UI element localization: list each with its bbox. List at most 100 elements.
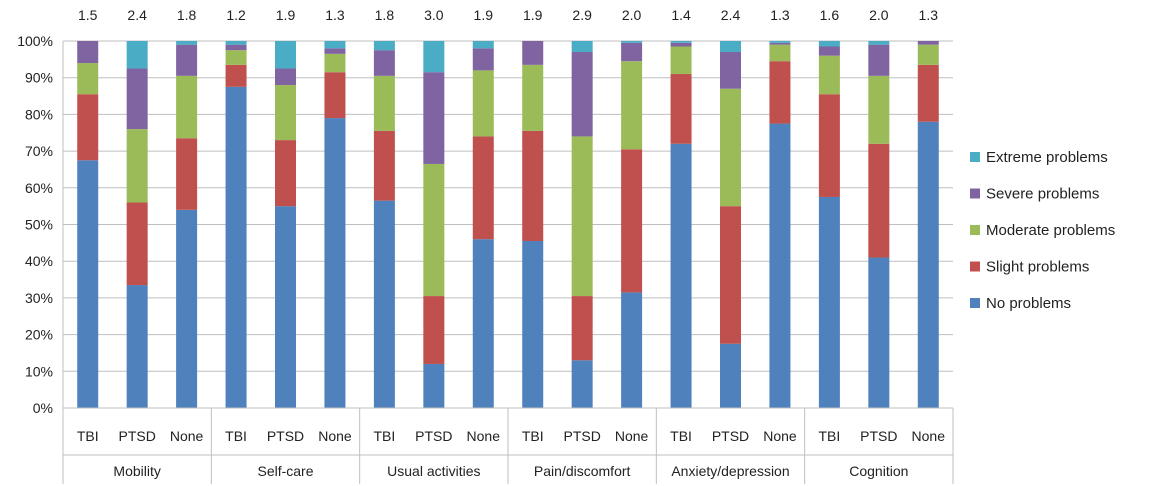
bar-segment (621, 292, 643, 408)
x-subcategory-label: None (763, 428, 797, 444)
bar-segment (621, 41, 643, 43)
bar-segment (275, 41, 296, 69)
bar-segment (225, 86, 247, 408)
bar-segment (225, 64, 247, 87)
bar-segment (522, 130, 544, 242)
legend-swatch (970, 152, 980, 162)
x-group-label: Cognition (849, 463, 908, 479)
y-axis: 0% 10% 20% 30% 40% 50% 60% 70% 80% 90% 100% (17, 33, 64, 416)
bar-segment (818, 196, 840, 408)
bar-segment (423, 72, 445, 164)
bar-segment (917, 64, 939, 122)
bar-segment (275, 68, 296, 86)
top-value-label: 1.3 (325, 7, 345, 23)
bar-segment (472, 239, 494, 408)
bar-segment (818, 94, 840, 197)
x-group-label: Pain/discomfort (534, 463, 631, 479)
bar-segment (225, 50, 247, 65)
y-tick-label: 80% (25, 106, 53, 122)
bar-segment (275, 85, 296, 141)
x-subcategory-label: None (467, 428, 501, 444)
x-subcategory-label: PTSD (415, 428, 452, 444)
bar-segment (176, 138, 198, 210)
bar-segment (868, 75, 890, 144)
bar-segment (373, 200, 395, 408)
bar-segment (670, 143, 692, 408)
bar-segment (423, 363, 445, 408)
x-subcategory-label: TBI (818, 428, 840, 444)
top-value-label: 1.4 (671, 7, 691, 23)
legend-swatch (970, 225, 980, 235)
top-value-label: 3.0 (424, 7, 444, 23)
legend-label: Extreme problems (986, 149, 1108, 166)
x-subcategory-label: TBI (670, 428, 692, 444)
top-value-label: 1.6 (820, 7, 840, 23)
bar-segment (324, 41, 346, 49)
bar-segment (522, 241, 544, 408)
bar-segment (769, 44, 791, 62)
bar-segment (373, 50, 395, 76)
y-tick-label: 20% (25, 327, 53, 343)
bar-segment (77, 94, 99, 161)
bar-segment (868, 257, 890, 408)
bar-segment (126, 41, 148, 69)
x-subcategory-label: PTSD (267, 428, 304, 444)
x-subcategory-label: None (170, 428, 204, 444)
x-subcategory-label: TBI (373, 428, 395, 444)
bar-segment (868, 41, 890, 45)
bar-segment (324, 118, 346, 408)
legend-label: No problems (986, 295, 1071, 312)
bar-segment (670, 41, 692, 43)
bar-segment (225, 44, 247, 51)
bar-segment (769, 42, 791, 45)
legend-label: Moderate problems (986, 222, 1115, 239)
bar-series (77, 41, 939, 409)
top-value-label: 1.8 (177, 7, 197, 23)
bar-segment (621, 61, 643, 150)
x-subcategory-label: None (615, 428, 649, 444)
top-value-label: 2.0 (622, 7, 642, 23)
bar-segment (472, 41, 494, 49)
bar-segment (472, 70, 494, 137)
bar-segment (423, 163, 445, 297)
top-value-labels: 1.5 2.4 1.8 1.2 1.9 1.3 1.8 3.0 1.9 1.9 2.9 2.0 1.4 2… (78, 7, 938, 23)
legend: Extreme problems Severe problems Moderate … (970, 149, 1115, 312)
bar-segment (423, 296, 445, 364)
top-value-label: 1.9 (276, 7, 296, 23)
top-value-label: 1.3 (919, 7, 939, 23)
y-tick-label: 90% (25, 70, 53, 86)
bar-segment (670, 46, 692, 75)
bar-segment (720, 343, 741, 408)
bar-segment (77, 160, 99, 408)
bar-segment (917, 41, 939, 45)
bar-segment (621, 42, 643, 62)
bar-segment (324, 72, 346, 119)
x-axis: TBI PTSD None TBI PTSD None TBI PTSD None TBI PTSD… (62, 407, 954, 484)
bar-segment (176, 41, 198, 45)
top-value-label: 2.4 (721, 7, 741, 23)
bar-segment (670, 42, 692, 47)
top-value-label: 1.9 (474, 7, 494, 23)
x-group-label: Self-care (257, 463, 313, 479)
top-value-label: 1.9 (523, 7, 543, 23)
bar-segment (472, 48, 494, 71)
y-tick-label: 50% (25, 217, 53, 233)
bar-segment (176, 209, 198, 408)
bar-segment (126, 129, 148, 203)
bar-segment (77, 63, 99, 95)
top-value-label: 2.4 (127, 7, 147, 23)
y-tick-label: 10% (25, 363, 53, 379)
bar-segment (818, 41, 840, 47)
x-subcategory-label: None (318, 428, 352, 444)
y-tick-label: 100% (17, 33, 53, 49)
bar-segment (77, 41, 99, 64)
top-value-label: 1.5 (78, 7, 98, 23)
x-group-label: Mobility (113, 463, 160, 479)
x-subcategory-label: None (912, 428, 946, 444)
bar-segment (769, 61, 791, 124)
y-tick-label: 40% (25, 253, 53, 269)
bar-segment (868, 44, 890, 76)
bar-segment (423, 41, 445, 73)
bar-segment (275, 140, 296, 207)
